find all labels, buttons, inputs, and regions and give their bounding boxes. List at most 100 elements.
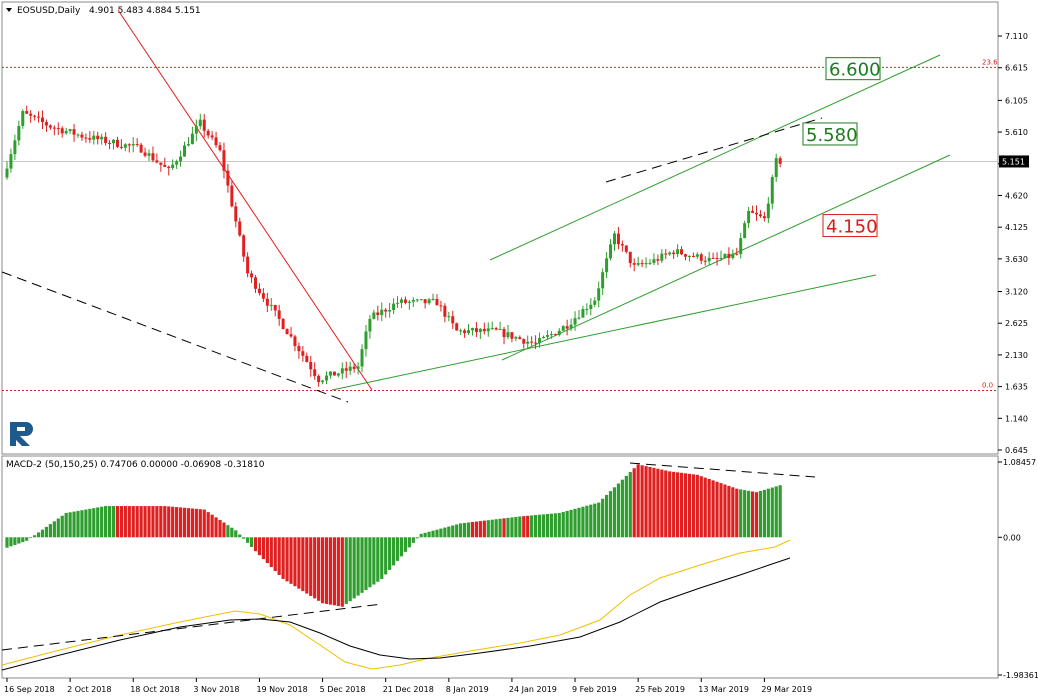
candle-body	[435, 298, 439, 306]
price-tick-label: 1.140	[1005, 414, 1028, 423]
macd-bar	[770, 487, 774, 538]
macd-bar	[664, 470, 668, 538]
candle-body	[368, 318, 372, 332]
candle-body	[115, 139, 119, 147]
candle-body	[238, 221, 242, 236]
candle-body	[561, 326, 565, 331]
candle-body	[723, 253, 727, 259]
candle-body	[360, 349, 364, 367]
candle-body	[179, 156, 183, 162]
level-label-box	[825, 57, 881, 81]
macd-bar	[115, 506, 120, 538]
macd-bar	[17, 537, 21, 544]
collapse-triangle-icon[interactable]	[6, 8, 12, 12]
macd-bar	[466, 522, 471, 538]
macd-bar	[352, 537, 356, 599]
macd-bar	[52, 521, 56, 538]
macd-bar	[644, 466, 648, 538]
time-tick-label: 5 Dec 2018	[320, 685, 366, 694]
price-tick-label: 5.610	[1005, 128, 1028, 137]
candle-body	[459, 330, 463, 332]
candle-body	[565, 326, 569, 329]
macd-bar	[21, 537, 25, 543]
candle-body	[317, 375, 321, 383]
macd-bar	[754, 492, 759, 538]
time-tick-label: 9 Feb 2019	[572, 685, 617, 694]
candle-body	[41, 117, 45, 123]
macd-bar	[565, 510, 569, 538]
candle-body	[703, 260, 707, 262]
candle-body	[751, 210, 755, 213]
price-tick-label: 0.645	[1005, 446, 1028, 455]
macd-bar	[541, 514, 546, 538]
macd-bar	[135, 506, 139, 538]
macd-bar	[676, 472, 680, 538]
candle-body	[17, 125, 21, 141]
macd-bar	[628, 472, 632, 538]
macd-bar	[297, 537, 301, 589]
macd-bar	[143, 506, 147, 538]
macd-bar	[715, 481, 719, 538]
candle-body	[628, 251, 632, 264]
candle-body	[514, 337, 518, 339]
candle-body	[427, 299, 431, 304]
candle-body	[76, 134, 80, 136]
candle-body	[486, 328, 490, 332]
candle-body	[198, 119, 202, 127]
macd-bar	[514, 516, 518, 538]
macd-bar	[123, 506, 127, 538]
candle-body	[463, 330, 467, 334]
macd-bar	[395, 537, 400, 561]
macd-bar	[569, 509, 573, 538]
macd-bar	[107, 506, 112, 538]
candle-body	[372, 312, 376, 319]
candle-body	[545, 335, 549, 337]
macd-bar	[557, 512, 561, 538]
macd-bar	[36, 532, 41, 538]
time-tick-label: 21 Dec 2018	[383, 685, 434, 694]
candle-body	[557, 330, 561, 335]
macd-panel-frame	[1, 455, 999, 679]
candle-body	[664, 253, 668, 255]
macd-bar	[482, 520, 486, 538]
macd-bar	[301, 537, 305, 592]
macd-axis: 1.08457 0.00 -1.98361	[998, 458, 1038, 680]
candle-body	[423, 299, 427, 304]
macd-bar	[758, 491, 763, 538]
candle-body	[143, 152, 147, 156]
candle-body	[242, 235, 246, 257]
candle-body	[261, 293, 265, 299]
candle-body	[581, 309, 585, 318]
macd-bar	[171, 506, 175, 538]
macd-bar	[553, 513, 557, 538]
candle-body	[439, 305, 443, 307]
macd-bar	[88, 508, 92, 538]
time-tick-label: 25 Feb 2019	[635, 685, 685, 694]
candle-body	[281, 318, 285, 330]
macd-bar	[178, 507, 183, 538]
candle-body	[151, 153, 155, 161]
candle-body	[538, 338, 542, 344]
macd-bar	[478, 521, 482, 538]
candle-body	[731, 253, 735, 258]
macd-bar	[443, 527, 447, 538]
macd-bar	[407, 537, 411, 548]
macd-bar	[202, 509, 206, 538]
candle-body	[155, 160, 159, 163]
macd-bar	[683, 473, 688, 538]
price-tick-label: 3.120	[1005, 288, 1028, 297]
macd-bar	[399, 537, 404, 557]
candle-body	[72, 129, 76, 135]
candle-body	[135, 144, 139, 146]
candle-body	[399, 299, 403, 303]
candle-body	[447, 316, 451, 318]
candle-body	[470, 328, 474, 331]
roboforex-logo-icon	[10, 422, 33, 446]
candle-body	[163, 164, 167, 167]
candle-body	[68, 129, 72, 132]
candle-body	[766, 203, 770, 219]
macd-bar	[368, 537, 372, 588]
macd-bar	[194, 508, 198, 538]
candle-body	[364, 331, 368, 350]
candle-body	[518, 337, 522, 340]
